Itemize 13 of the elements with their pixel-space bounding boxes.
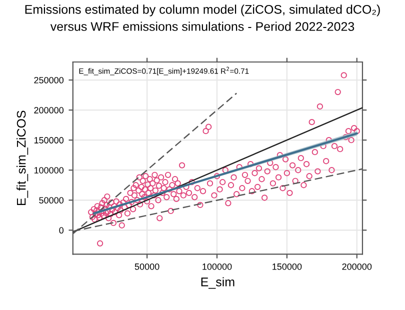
x-axis-title: E_sim	[201, 277, 234, 289]
x-tick-label: 100000	[202, 263, 232, 270]
chart-title: Emissions estimated by column model (ZiCOS, simulated dCO₂) versus WRF emissions simulations - Period 2022-2023	[25, 4, 380, 31]
y-tick-label: 100000	[34, 167, 64, 174]
x-tick-label: 50000	[134, 263, 160, 270]
y-tick-label: 250000	[34, 76, 64, 84]
y-tick-label: 50000	[39, 197, 64, 204]
x-tick-label: 200000	[342, 263, 372, 270]
y-tick-label: 150000	[34, 137, 64, 144]
x-tick-label: 150000	[272, 263, 302, 270]
y-axis-title: E_fit_sim_ZiCOS	[16, 110, 28, 205]
y-tick-label: 200000	[34, 107, 64, 114]
y-tick-label: 0	[59, 227, 64, 234]
